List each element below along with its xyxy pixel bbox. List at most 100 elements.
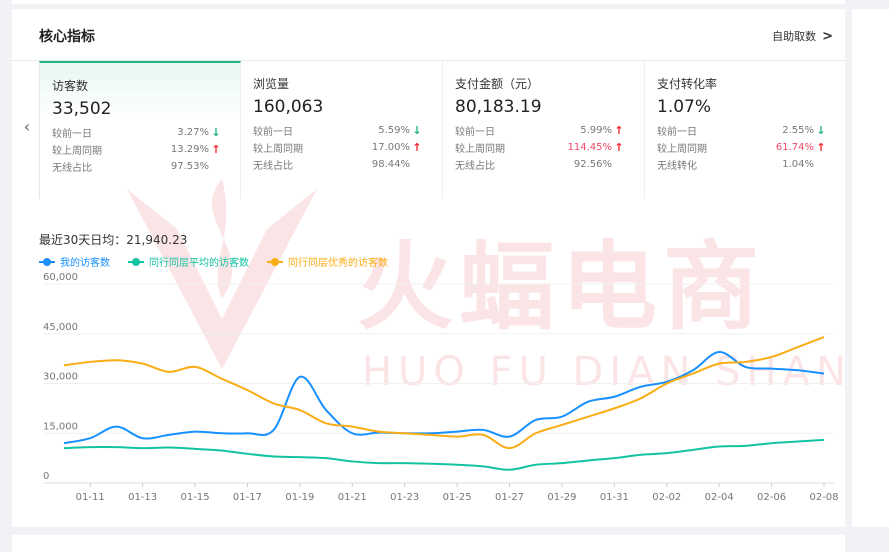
right-panel-edge [852,9,889,527]
legend-swatch [39,257,55,266]
metric-compare-row: 较上周同期 17.00% ↑ [253,139,442,156]
self-service-data-label: 自助取数 [772,30,817,43]
y-tick-label: 60,000 [43,272,78,283]
compare-label: 较上周同期 [657,144,707,155]
legend-label: 我的访客数 [60,258,110,269]
x-tick-label: 01-11 [76,492,105,503]
compare-value: 92.56% [573,159,612,170]
legend-label: 同行同层优秀的访客数 [288,258,388,269]
metric-name: 支付转化率 [657,77,718,91]
chevron-right-icon: > [822,28,833,44]
compare-value: 98.44% [371,159,410,170]
metric-compare-row: 无线占比 97.53% [52,158,240,175]
metric-compare-row: 较上周同期 61.74% ↑ [657,139,846,156]
compare-value: 97.53% [170,161,209,172]
compare-label: 无线占比 [253,161,293,172]
x-tick-label: 02-02 [652,492,681,503]
legend-swatch [267,257,283,266]
metric-compare-row: 较前一日 2.55% ↓ [657,122,846,139]
x-tick-label: 01-17 [233,492,262,503]
metric-name: 访客数 [52,79,89,93]
metric-compare-row: 无线占比 98.44% [253,156,442,173]
arrow-up-icon: ↑ [211,143,221,156]
arrow-up-icon: ↑ [614,141,624,154]
compare-label: 无线转化 [657,161,697,172]
compare-value: 61.74% [775,142,814,153]
compare-value: 3.27% [177,127,209,138]
core-metrics-card: 核心指标 自助取数 > ‹ › 访客数33,502较前一日3.27%↓较上周同期… [12,9,883,527]
metric-compare-row: 较前一日 5.99% ↑ [455,122,644,139]
chevron-left-icon[interactable]: ‹ [23,117,31,136]
arrow-down-icon: ↓ [412,124,422,137]
y-tick-label: 0 [43,471,49,482]
metric-name: 浏览量 [253,77,290,91]
x-tick-label: 01-29 [547,492,576,503]
top-card-edge [12,0,845,4]
compare-value: 2.55% [782,125,814,136]
metric-name: 支付金额（元） [455,77,540,91]
x-tick-label: 01-25 [443,492,472,503]
compare-value: 114.45% [567,142,613,153]
y-tick-label: 30,000 [43,372,78,383]
arrow-up-icon: ↑ [614,124,624,137]
series-line-peer-average[interactable] [63,438,825,471]
metric-payment-amount[interactable]: 支付金额（元） 80,183.19 较前一日 5.99% ↑ 较上周同期 114.45% ↑ 无… [443,61,645,199]
compare-value: 5.99% [580,125,612,136]
x-tick-label: 01-15 [181,492,210,503]
x-tick-label: 01-27 [495,492,524,503]
x-tick-label: 01-13 [128,492,157,503]
card-title: 核心指标 [39,29,95,45]
compare-value: 1.04% [782,159,814,170]
compare-label: 较前一日 [657,127,697,138]
arrow-down-icon: ↓ [816,124,826,137]
x-tick-label: 01-23 [390,492,419,503]
arrow-up-icon: ↑ [412,141,422,154]
x-tick-label: 02-04 [705,492,734,503]
compare-label: 较前一日 [253,127,293,138]
compare-label: 无线占比 [52,163,92,174]
self-service-data-link[interactable]: 自助取数 > [772,28,833,44]
y-tick-label: 15,000 [43,421,78,432]
metric-conversion-rate[interactable]: 支付转化率 1.07% 较前一日 2.55% ↓ 较上周同期 61.74% ↑ 无线转化 1.04… [645,61,847,199]
avg-visitors-label: 最近30天日均：21,940.23 [39,233,188,247]
metric-value: 160,063 [253,97,324,117]
metric-compare-row: 无线占比 92.56% [455,156,644,173]
series-line-peer-excellent[interactable] [63,336,825,450]
metric-value: 1.07% [657,97,712,117]
compare-label: 较上周同期 [253,144,303,155]
metric-pageviews[interactable]: 浏览量 160,063 较前一日 5.59% ↓ 较上周同期 17.00% ↑ 无线占比 98.4… [241,61,443,199]
x-tick-label: 01-31 [600,492,629,503]
visitors-line-chart: 0 15,000 30,000 45,000 60,000 01-11 01-13 01-1… [43,272,839,503]
metric-value: 80,183.19 [455,97,542,117]
metric-compare-row: 较上周同期 114.45% ↑ [455,139,644,156]
x-tick-label: 02-06 [757,492,786,503]
next-card-edge [12,535,845,552]
series-line-my-visitors[interactable] [63,350,825,445]
x-tick-label: 02-08 [809,492,838,503]
compare-label: 较上周同期 [455,144,505,155]
x-tick-label: 01-21 [338,492,367,503]
compare-label: 较上周同期 [52,146,102,157]
legend-item-my-visitors[interactable]: 我的访客数 [39,254,110,269]
metric-value: 33,502 [52,99,112,119]
compare-value: 17.00% [371,142,410,153]
metric-compare-row: 较前一日 5.59% ↓ [253,122,442,139]
metric-visitors[interactable]: 访客数 33,502 较前一日 3.27% ↓ 较上周同期 13.29% ↑ 无线占比 97.53… [39,61,241,199]
metric-compare-row: 较前一日 3.27% ↓ [52,124,240,141]
compare-value: 5.59% [378,125,410,136]
metric-tiles: 访客数 33,502 较前一日 3.27% ↓ 较上周同期 13.29% ↑ 无线占比 97.53… [39,61,847,199]
metric-compare-row: 无线转化 1.04% [657,156,846,173]
legend-label: 同行同层平均的访客数 [149,258,249,269]
compare-label: 较前一日 [455,127,495,138]
x-tick-label: 01-19 [285,492,314,503]
legend-swatch [128,257,144,266]
compare-label: 较前一日 [52,129,92,140]
chart-legend: 我的访客数 同行同层平均的访客数 同行同层优秀的访客数 [39,254,388,269]
divider [12,60,845,61]
legend-item-peer-excellent[interactable]: 同行同层优秀的访客数 [267,254,388,269]
arrow-up-icon: ↑ [816,141,826,154]
arrow-down-icon: ↓ [211,126,221,139]
compare-label: 无线占比 [455,161,495,172]
legend-item-peer-average[interactable]: 同行同层平均的访客数 [128,254,249,269]
compare-value: 13.29% [170,144,209,155]
